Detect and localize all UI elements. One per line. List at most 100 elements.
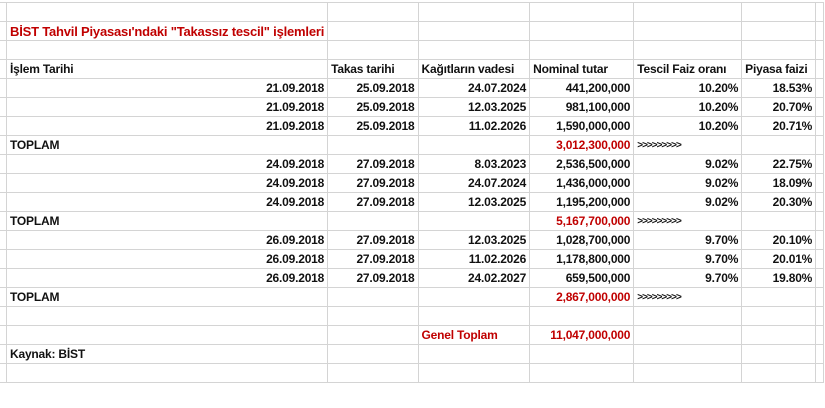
sheet-title[interactable]: BİST Tahvil Piyasası'ndaki "Takassız tes… [5,21,329,41]
cell[interactable] [741,135,817,155]
data-cell[interactable]: 27.09.2018 [327,173,419,193]
column-header[interactable]: Kağıtların vadesi [417,59,531,79]
data-cell[interactable]: 11.02.2026 [417,116,531,136]
cell[interactable] [529,344,635,364]
cell[interactable] [815,325,824,345]
cell[interactable] [417,40,531,60]
data-cell[interactable]: 19.80% [741,268,817,288]
cell[interactable] [417,211,531,231]
cell[interactable] [327,325,419,345]
cell[interactable] [417,21,531,41]
cell[interactable] [529,306,635,326]
data-cell[interactable]: 27.09.2018 [327,230,419,250]
data-cell[interactable]: 27.09.2018 [327,268,419,288]
data-cell[interactable]: 1,590,000,000 [529,116,635,136]
cell[interactable] [327,363,419,383]
cell[interactable] [815,249,824,269]
data-cell[interactable]: 20.10% [741,230,817,250]
cell[interactable] [5,363,329,383]
cell[interactable] [815,40,824,60]
cell[interactable] [5,2,329,22]
data-cell[interactable]: 1,436,000,000 [529,173,635,193]
cell[interactable] [741,2,817,22]
data-cell[interactable]: 12.03.2025 [417,192,531,212]
arrows-marker[interactable]: >>>>>>>>> [633,211,743,231]
cell[interactable] [5,306,329,326]
group-total[interactable]: 2,867,000,000 [529,287,635,307]
cell[interactable] [815,363,824,383]
data-cell[interactable]: 25.09.2018 [327,78,419,98]
data-cell[interactable]: 2,536,500,000 [529,154,635,174]
data-cell[interactable]: 21.09.2018 [5,97,329,117]
data-cell[interactable]: 1,195,200,000 [529,192,635,212]
total-label[interactable]: TOPLAM [5,135,329,155]
cell[interactable] [741,363,817,383]
data-cell[interactable]: 20.71% [741,116,817,136]
group-total[interactable]: 5,167,700,000 [529,211,635,231]
cell[interactable] [815,59,824,79]
cell[interactable] [417,2,531,22]
data-cell[interactable]: 24.07.2024 [417,173,531,193]
arrows-marker[interactable]: >>>>>>>>> [633,135,743,155]
grand-total[interactable]: 11,047,000,000 [529,325,635,345]
group-total[interactable]: 3,012,300,000 [529,135,635,155]
data-cell[interactable]: 441,200,000 [529,78,635,98]
cell[interactable] [5,325,329,345]
cell[interactable] [815,268,824,288]
column-header[interactable]: Piyasa faizi [741,59,817,79]
cell[interactable] [741,40,817,60]
data-cell[interactable]: 20.70% [741,97,817,117]
data-cell[interactable]: 24.09.2018 [5,192,329,212]
cell[interactable] [815,21,824,41]
arrows-marker[interactable]: >>>>>>>>> [633,287,743,307]
total-label[interactable]: TOPLAM [5,287,329,307]
column-header[interactable]: Takas tarihi [327,59,419,79]
data-cell[interactable]: 659,500,000 [529,268,635,288]
cell[interactable] [417,344,531,364]
data-cell[interactable]: 9.02% [633,192,743,212]
data-cell[interactable]: 9.70% [633,249,743,269]
data-cell[interactable]: 20.01% [741,249,817,269]
cell[interactable] [815,116,824,136]
data-cell[interactable]: 21.09.2018 [5,116,329,136]
data-cell[interactable]: 9.70% [633,268,743,288]
cell[interactable] [815,306,824,326]
data-cell[interactable]: 8.03.2023 [417,154,531,174]
cell[interactable] [815,230,824,250]
cell[interactable] [327,21,419,41]
cell[interactable] [815,173,824,193]
data-cell[interactable]: 24.02.2027 [417,268,531,288]
cell[interactable] [417,363,531,383]
cell[interactable] [327,2,419,22]
cell[interactable] [327,306,419,326]
cell[interactable] [417,135,531,155]
cell[interactable] [529,21,635,41]
data-cell[interactable]: 27.09.2018 [327,192,419,212]
data-cell[interactable]: 10.20% [633,78,743,98]
grand-total-label[interactable]: Genel Toplam [417,325,531,345]
data-cell[interactable]: 25.09.2018 [327,97,419,117]
cell[interactable] [529,2,635,22]
cell[interactable] [815,78,824,98]
cell[interactable] [327,135,419,155]
data-cell[interactable]: 1,178,800,000 [529,249,635,269]
data-cell[interactable]: 25.09.2018 [327,116,419,136]
data-cell[interactable]: 10.20% [633,97,743,117]
cell[interactable] [815,287,824,307]
cell[interactable] [741,287,817,307]
data-cell[interactable]: 9.70% [633,230,743,250]
cell[interactable] [815,2,824,22]
column-header[interactable]: İşlem Tarihi [5,59,329,79]
cell[interactable] [815,344,824,364]
cell[interactable] [633,363,743,383]
total-label[interactable]: TOPLAM [5,211,329,231]
column-header[interactable]: Nominal tutar [529,59,635,79]
source-note[interactable]: Kaynak: BİST [5,344,329,364]
data-cell[interactable]: 22.75% [741,154,817,174]
data-cell[interactable]: 24.07.2024 [417,78,531,98]
cell[interactable] [815,154,824,174]
cell[interactable] [417,287,531,307]
cell[interactable] [633,40,743,60]
cell[interactable] [327,40,419,60]
cell[interactable] [529,40,635,60]
